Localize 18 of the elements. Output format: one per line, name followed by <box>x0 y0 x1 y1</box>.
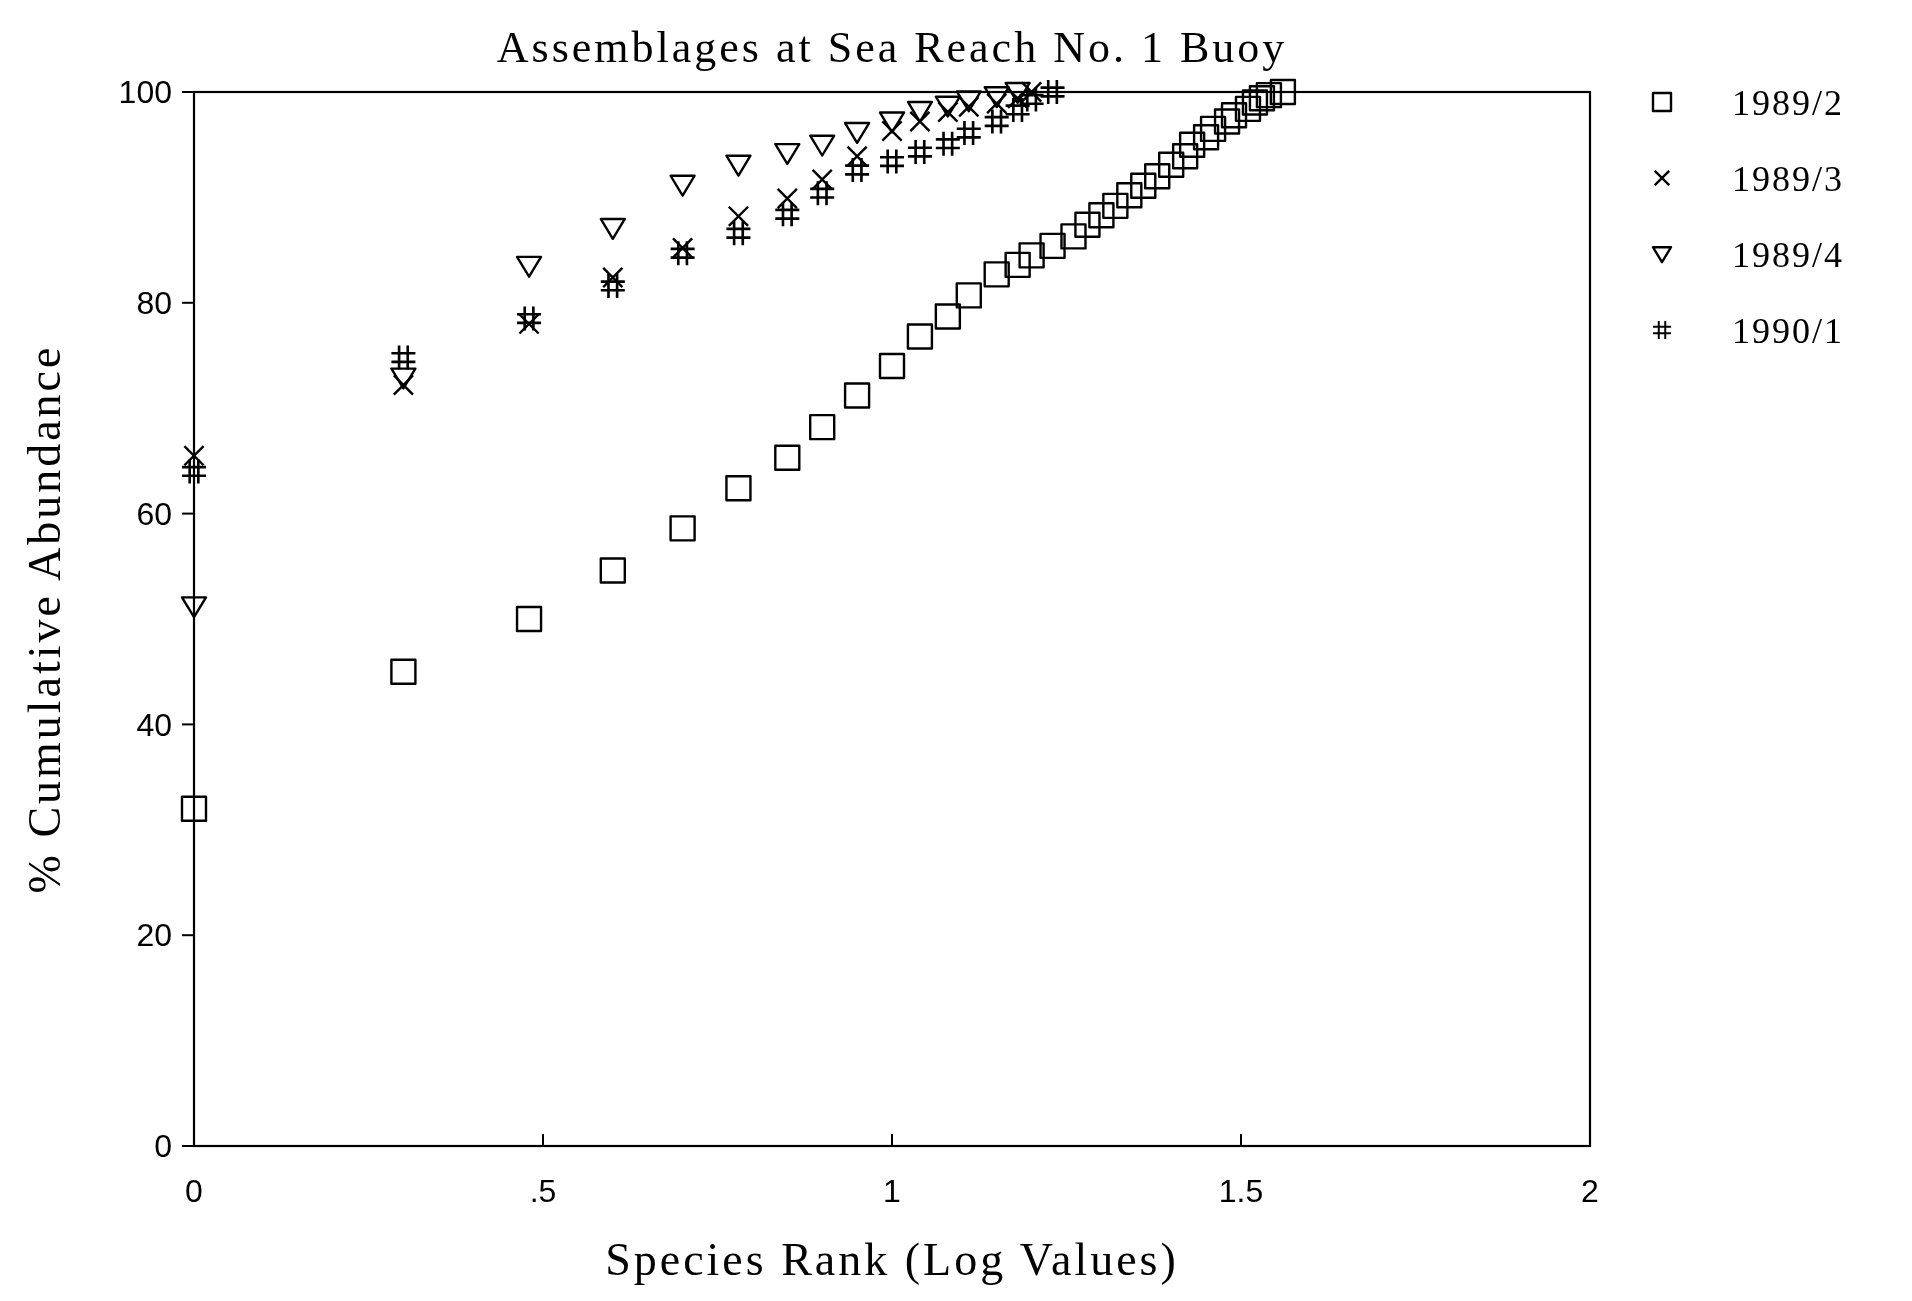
y-tick-label: 40 <box>136 706 172 743</box>
x-tick-label: 0 <box>185 1173 203 1209</box>
x-tick-label: 1 <box>883 1173 901 1209</box>
y-tick-label: 80 <box>136 285 172 321</box>
legend-label: 1989/4 <box>1732 234 1845 275</box>
legend-label: 1990/1 <box>1732 310 1845 351</box>
y-tick-label: 100 <box>118 74 172 111</box>
x-tick-label: 2 <box>1581 1173 1599 1209</box>
x-axis-title: Species Rank (Log Values) <box>605 1234 1179 1285</box>
y-tick-label: 20 <box>136 917 172 954</box>
x-tick-label: .5 <box>529 1173 557 1209</box>
y-axis-title: % Cumulative Abundance <box>19 344 70 894</box>
x-tick-label: 1.5 <box>1218 1173 1264 1209</box>
y-tick-label: 0 <box>154 1128 172 1165</box>
legend-label: 1989/2 <box>1732 82 1845 123</box>
legend-label: 1989/3 <box>1732 158 1845 199</box>
y-tick-label: 60 <box>136 495 172 532</box>
chart-title: Assemblages at Sea Reach No. 1 Buoy <box>496 23 1288 72</box>
